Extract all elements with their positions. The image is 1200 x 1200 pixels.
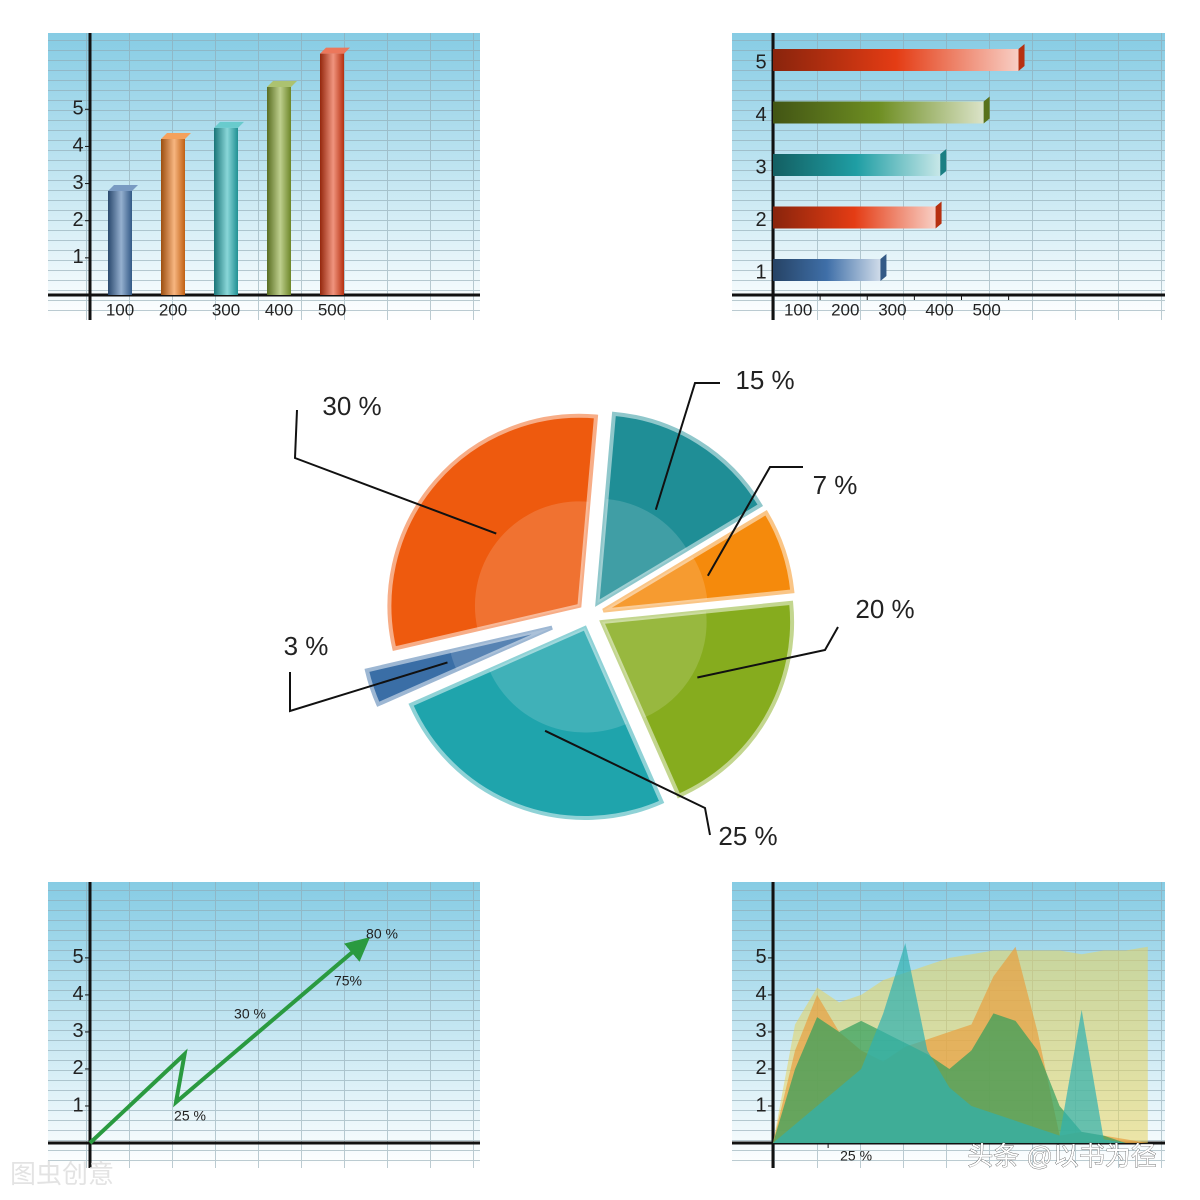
slice-label: 7 %: [813, 470, 858, 500]
x-tick-label: 400: [265, 300, 293, 319]
y-tick-label: 3: [755, 156, 766, 178]
pie-slice: [364, 625, 553, 707]
pie-slice: [602, 509, 795, 613]
slice-highlight: [597, 499, 687, 604]
bar: [773, 154, 941, 176]
bar-cap: [880, 254, 887, 281]
leader-line: [697, 626, 839, 679]
slice-highlight: [489, 628, 628, 733]
tick-label: 2: [755, 1057, 766, 1079]
tick-label: 3: [72, 1020, 83, 1042]
slice-highlight: [450, 627, 553, 670]
y-tick-label: 5: [755, 51, 766, 73]
slice-label: 25 %: [718, 821, 777, 851]
annotation: 25 %: [174, 1108, 206, 1124]
tick-label: 5: [72, 946, 83, 968]
bar-cap: [983, 96, 990, 124]
slice-highlight: [474, 501, 589, 630]
tick-label: 4: [72, 135, 83, 157]
x-tick-label: 500: [318, 300, 346, 319]
tick-label: 300: [878, 300, 906, 319]
bar-cap: [1018, 44, 1025, 71]
bar: [214, 127, 238, 295]
tick-label: 3: [72, 172, 83, 194]
pie-slice: [595, 411, 764, 607]
bar-cap: [320, 47, 350, 54]
annotation: 30 %: [234, 1006, 266, 1022]
bar-cap: [108, 185, 138, 191]
tick-label: 2: [72, 1057, 83, 1079]
tick-label: 1: [72, 246, 83, 268]
area: [773, 943, 1148, 1143]
tick-label: 200: [831, 300, 859, 319]
bar-cap: [161, 133, 191, 139]
tick-label: 400: [925, 300, 953, 319]
y-tick-label: 1: [755, 261, 766, 283]
leader-line: [706, 466, 803, 577]
tick-label: 3: [755, 1020, 766, 1042]
x-tick-label: 200: [159, 300, 187, 319]
tick-label: 500: [972, 300, 1000, 319]
y-tick-label: 4: [755, 104, 766, 126]
y-tick-label: 2: [755, 209, 766, 231]
pie-slice: [599, 600, 795, 799]
charts: 1 2 3 4 5 100 200 300 400 500 100 200 300 400 500 1 2 3 4 5…: [72, 44, 1148, 1164]
x-tick-label: 300: [212, 300, 240, 319]
bar: [773, 101, 984, 124]
leader-line: [289, 661, 448, 713]
slice-label: 3 %: [284, 631, 329, 661]
slice-highlight: [602, 611, 707, 718]
tick-label: 5: [755, 946, 766, 968]
bar: [773, 259, 881, 281]
tick-label: 100: [784, 300, 812, 319]
trend-line: [88, 937, 371, 1145]
leader-line: [544, 729, 711, 836]
bar-cap: [935, 201, 942, 229]
bar-cap: [214, 121, 244, 128]
bar: [773, 49, 1019, 71]
tick-label: 1: [755, 1094, 766, 1116]
slice-label: 30 %: [322, 391, 381, 421]
leader-line: [293, 409, 497, 535]
pie-slice: [408, 625, 665, 821]
x-tick-label: 100: [106, 300, 134, 319]
bar: [320, 53, 344, 296]
tick-label: 5: [72, 98, 83, 120]
tick-label: 2: [72, 209, 83, 231]
slice-highlight: [603, 556, 708, 611]
watermark: 图虫创意: [10, 1159, 114, 1189]
watermark: 头条 @以书为径: [967, 1141, 1157, 1171]
bar: [161, 139, 185, 295]
leader-line: [654, 382, 720, 510]
annotation: 80 %: [366, 926, 398, 942]
tick-label: 1: [72, 1094, 83, 1116]
annotation: 75%: [334, 973, 362, 989]
tick-label: 4: [755, 983, 766, 1005]
tick-label: 4: [72, 983, 83, 1005]
bar: [108, 191, 132, 295]
bar-cap: [267, 81, 297, 87]
bar: [773, 206, 936, 229]
tick-label: 25 %: [840, 1148, 872, 1164]
bar-cap: [940, 149, 947, 176]
slice-label: 15 %: [735, 365, 794, 395]
bar: [267, 87, 291, 295]
slice-label: 20 %: [855, 594, 914, 624]
